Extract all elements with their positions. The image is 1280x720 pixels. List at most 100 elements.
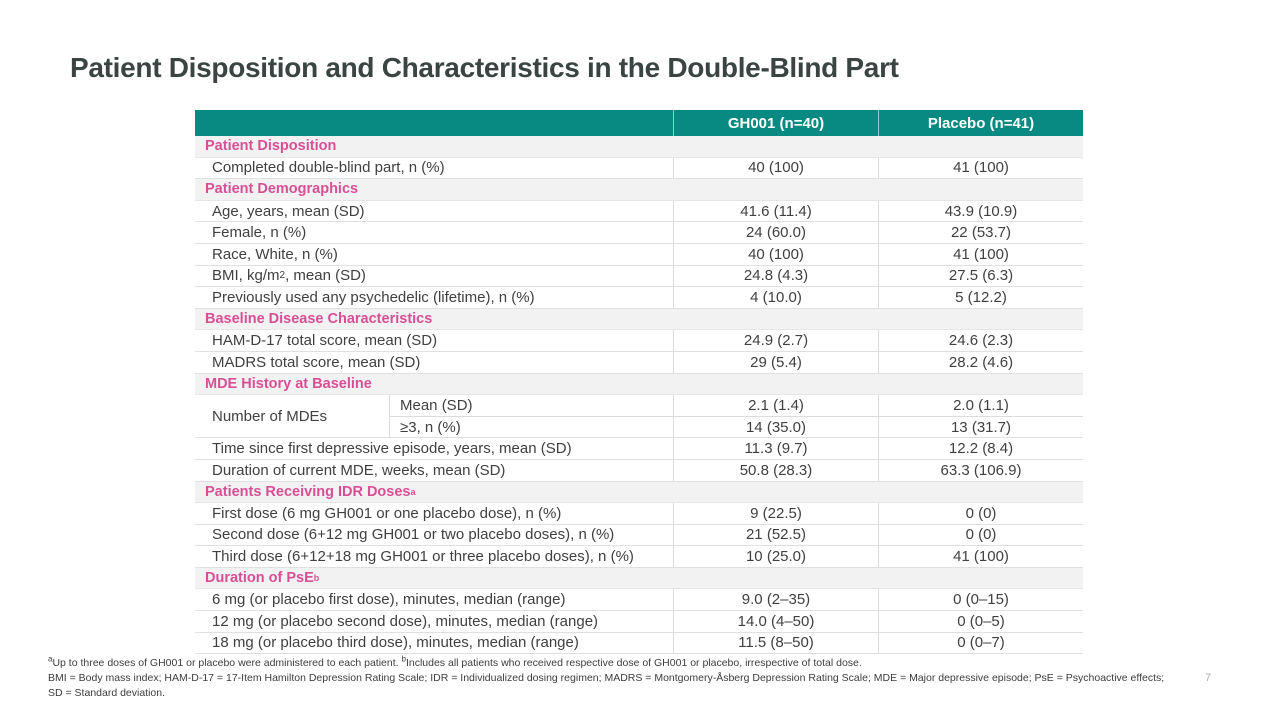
gh001-value: 50.8 (28.3) xyxy=(673,459,878,481)
placebo-value: 24.6 (2.3) xyxy=(878,330,1083,351)
gh001-value: 24.9 (2.7) xyxy=(673,330,878,351)
footnote-abbreviations: BMI = Body mass index; HAM-D-17 = 17-Ite… xyxy=(48,671,1165,699)
gh001-value: 41.6 (11.4) xyxy=(673,200,878,222)
row-label-text: 18 mg (or placebo third dose), minutes, … xyxy=(212,634,579,652)
gh001-value: 40 (100) xyxy=(673,157,878,179)
subrow-label: Mean (SD) xyxy=(390,395,673,416)
section-label: Baseline Disease Characteristics xyxy=(205,311,433,328)
subrow-label-text: ≥3, n (%) xyxy=(400,418,461,436)
row-label: BMI, kg/m 2, mean (SD) xyxy=(212,267,366,285)
gh001-value: 29 (5.4) xyxy=(673,351,878,373)
patient-characteristics-table: GH001 (n=40) Placebo (n=41) Patient Disp… xyxy=(195,110,1083,655)
placebo-value: 43.9 (10.9) xyxy=(878,200,1083,222)
footnote-a-text: Up to three doses of GH001 or placebo we… xyxy=(52,657,402,669)
row-label-text: Third dose (6+12+18 mg GH001 or three pl… xyxy=(212,548,634,566)
placebo-value: 41 (100) xyxy=(878,157,1083,179)
gh001-value: 11.5 (8–50) xyxy=(673,632,878,654)
row-label: MADRS total score, mean (SD) xyxy=(195,352,673,373)
table-row: 6 mg (or placebo first dose), minutes, m… xyxy=(195,589,1083,612)
section-row: Patients Receiving IDR Doses a xyxy=(195,481,1083,504)
row-label: Second dose (6+12 mg GH001 or two placeb… xyxy=(195,525,673,546)
row-label-text: MADRS total score, mean (SD) xyxy=(212,353,421,371)
row-label-text: Race, White, n (%) xyxy=(212,245,338,263)
placebo-value: 12.2 (8.4) xyxy=(878,438,1083,459)
row-label-text: Previously used any psychedelic (lifetim… xyxy=(212,288,535,306)
row-label-text: Female, n (%) xyxy=(212,224,307,242)
subrow-label-text: Mean (SD) xyxy=(400,397,473,415)
table-row: Duration of current MDE, weeks, mean (SD… xyxy=(195,459,1083,482)
row-label-text: 12 mg (or placebo second dose), minutes,… xyxy=(212,612,599,630)
table-subrow: Mean (SD) 2.1 (1.4) 2.0 (1.1) xyxy=(390,395,1083,417)
gh001-value: 9.0 (2–35) xyxy=(673,589,878,611)
footnote-sup-a: a xyxy=(48,654,53,664)
table-header-row: GH001 (n=40) Placebo (n=41) xyxy=(195,110,1083,136)
table-row: First dose (6 mg GH001 or one placebo do… xyxy=(195,503,1083,525)
footnotes: aUp to three doses of GH001 or placebo w… xyxy=(48,654,1166,701)
gh001-value: 14.0 (4–50) xyxy=(673,611,878,632)
section-label: Duration of PsE xyxy=(205,570,314,587)
row-label-text: Second dose (6+12 mg GH001 or two placeb… xyxy=(212,526,615,544)
column-header-placebo: Placebo (n=41) xyxy=(878,110,1083,136)
gh001-value: 9 (22.5) xyxy=(673,503,878,524)
placebo-value: 13 (31.7) xyxy=(878,417,1083,438)
gh001-value: 40 (100) xyxy=(673,243,878,265)
section-row: Patient Disposition xyxy=(195,136,1083,158)
gh001-value: 24 (60.0) xyxy=(673,222,878,243)
section-label: Patient Demographics xyxy=(205,181,359,198)
row-label: 6 mg (or placebo first dose), minutes, m… xyxy=(195,589,673,610)
table-row-spanning: Number of MDEs Mean (SD) 2.1 (1.4) 2.0 (1.1… xyxy=(195,395,1083,439)
footnote-dosing: aUp to three doses of GH001 or placebo w… xyxy=(48,654,1166,671)
table-body: Patient Disposition Completed double-blin… xyxy=(195,136,1083,655)
placebo-value: 41 (100) xyxy=(878,243,1083,265)
table-row: 12 mg (or placebo second dose), minutes,… xyxy=(195,611,1083,633)
section-label: Patients Receiving IDR Doses xyxy=(205,483,411,500)
gh001-value: 10 (25.0) xyxy=(673,546,878,567)
placebo-value: 0 (0) xyxy=(878,503,1083,524)
table-row: Race, White, n (%) 40 (100) 41 (100) xyxy=(195,243,1083,266)
table-row: Time since first depressive episode, yea… xyxy=(195,438,1083,460)
split-subrows: Mean (SD) 2.1 (1.4) 2.0 (1.1) ≥3, n (%) 14 (… xyxy=(389,395,1083,438)
row-label: HAM-D-17 total score, mean (SD) xyxy=(195,330,673,351)
table-row: Previously used any psychedelic (lifetim… xyxy=(195,287,1083,309)
table-row: 18 mg (or placebo third dose), minutes, … xyxy=(195,632,1083,655)
row-label: Duration of current MDE, weeks, mean (SD… xyxy=(195,460,673,481)
placebo-value: 0 (0) xyxy=(878,524,1083,546)
table-row: Female, n (%) 24 (60.0) 22 (53.7) xyxy=(195,222,1083,244)
table-row: MADRS total score, mean (SD) 29 (5.4) 28.2… xyxy=(195,351,1083,374)
gh001-value: 24.8 (4.3) xyxy=(673,265,878,287)
row-label: Race, White, n (%) xyxy=(195,244,673,265)
placebo-value: 0 (0–5) xyxy=(878,611,1083,632)
row-label-text: Completed double-blind part, n (%) xyxy=(212,159,445,177)
table-subrow: ≥3, n (%) 14 (35.0) 13 (31.7) xyxy=(390,416,1083,438)
row-label: Third dose (6+12+18 mg GH001 or three pl… xyxy=(195,546,673,567)
placebo-value: 28.2 (4.6) xyxy=(878,351,1083,373)
footnote-b-text: Includes all patients who received respe… xyxy=(405,657,862,669)
row-label-text: First dose (6 mg GH001 or one placebo do… xyxy=(212,504,562,522)
gh001-value: 14 (35.0) xyxy=(673,417,878,438)
placebo-value: 41 (100) xyxy=(878,546,1083,567)
placebo-value: 0 (0–7) xyxy=(878,632,1083,654)
table-row: BMI, kg/m 2, mean (SD) 24.8 (4.3) 27.5 (6.3… xyxy=(195,265,1083,288)
table-row: Age, years, mean (SD) 41.6 (11.4) 43.9 (10… xyxy=(195,200,1083,223)
row-label: Female, n (%) xyxy=(195,222,673,243)
row-label: Age, years, mean (SD) xyxy=(195,201,673,222)
row-label-text: , mean (SD) xyxy=(285,267,366,285)
placebo-value: 2.0 (1.1) xyxy=(878,395,1083,417)
section-row: Duration of PsE b xyxy=(195,567,1083,590)
placebo-value: 5 (12.2) xyxy=(878,287,1083,308)
placebo-value: 22 (53.7) xyxy=(878,222,1083,243)
gh001-value: 21 (52.5) xyxy=(673,524,878,546)
row-label: 18 mg (or placebo third dose), minutes, … xyxy=(195,633,673,654)
row-label: 12 mg (or placebo second dose), minutes,… xyxy=(195,611,673,632)
row-label-text: Age, years, mean (SD) xyxy=(212,202,365,220)
row-label-text: HAM-D-17 total score, mean (SD) xyxy=(212,332,438,350)
row-label: Number of MDEs xyxy=(195,395,389,437)
row-label: Previously used any psychedelic (lifetim… xyxy=(195,287,673,308)
table-row: Second dose (6+12 mg GH001 or two placeb… xyxy=(195,524,1083,547)
row-label: Time since first depressive episode, yea… xyxy=(195,438,673,459)
section-label: MDE History at Baseline xyxy=(205,375,372,392)
gh001-value: 4 (10.0) xyxy=(673,287,878,308)
page-number: 7 xyxy=(1204,672,1212,684)
gh001-value: 2.1 (1.4) xyxy=(673,395,878,417)
